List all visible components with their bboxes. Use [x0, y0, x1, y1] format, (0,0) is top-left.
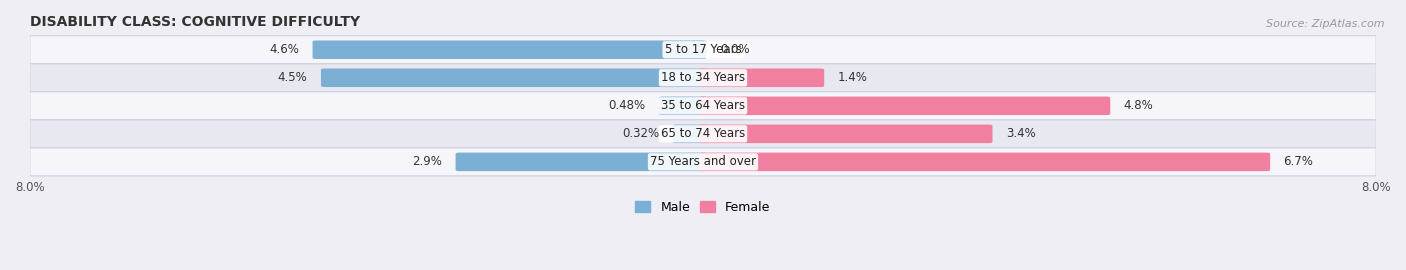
- Text: DISABILITY CLASS: COGNITIVE DIFFICULTY: DISABILITY CLASS: COGNITIVE DIFFICULTY: [30, 15, 360, 29]
- Text: 0.48%: 0.48%: [609, 99, 645, 112]
- FancyBboxPatch shape: [321, 69, 706, 87]
- Text: 4.6%: 4.6%: [269, 43, 299, 56]
- FancyBboxPatch shape: [700, 97, 1111, 115]
- Text: 3.4%: 3.4%: [1005, 127, 1036, 140]
- FancyBboxPatch shape: [700, 153, 1270, 171]
- FancyBboxPatch shape: [700, 69, 824, 87]
- FancyBboxPatch shape: [312, 40, 706, 59]
- Text: 65 to 74 Years: 65 to 74 Years: [661, 127, 745, 140]
- Text: 4.8%: 4.8%: [1123, 99, 1153, 112]
- Text: 4.5%: 4.5%: [278, 71, 308, 84]
- Text: 35 to 64 Years: 35 to 64 Years: [661, 99, 745, 112]
- Text: 2.9%: 2.9%: [412, 155, 441, 168]
- FancyBboxPatch shape: [700, 124, 993, 143]
- Text: 0.32%: 0.32%: [621, 127, 659, 140]
- FancyBboxPatch shape: [30, 36, 1376, 64]
- Legend: Male, Female: Male, Female: [636, 201, 770, 214]
- Text: 18 to 34 Years: 18 to 34 Years: [661, 71, 745, 84]
- FancyBboxPatch shape: [30, 92, 1376, 120]
- Text: Source: ZipAtlas.com: Source: ZipAtlas.com: [1267, 19, 1385, 29]
- Text: 5 to 17 Years: 5 to 17 Years: [665, 43, 741, 56]
- Text: 75 Years and over: 75 Years and over: [650, 155, 756, 168]
- Text: 1.4%: 1.4%: [838, 71, 868, 84]
- FancyBboxPatch shape: [456, 153, 706, 171]
- FancyBboxPatch shape: [30, 148, 1376, 176]
- FancyBboxPatch shape: [30, 120, 1376, 148]
- FancyBboxPatch shape: [672, 124, 706, 143]
- FancyBboxPatch shape: [659, 97, 706, 115]
- FancyBboxPatch shape: [30, 64, 1376, 92]
- Text: 6.7%: 6.7%: [1284, 155, 1313, 168]
- Text: 0.0%: 0.0%: [720, 43, 749, 56]
